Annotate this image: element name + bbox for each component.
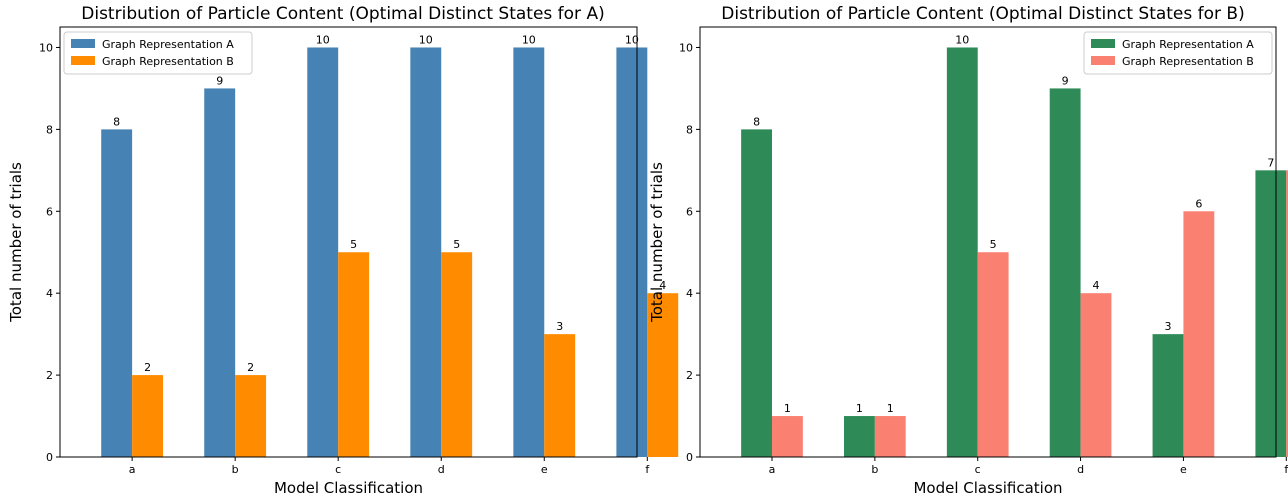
x-tick-label: a — [769, 463, 776, 476]
y-axis-label: Total number of trials — [7, 162, 25, 323]
data-label: 10 — [955, 33, 969, 46]
x-tick-label: e — [541, 463, 548, 476]
bar-graph-representation-b-d — [441, 252, 473, 457]
plot-frame — [59, 26, 638, 458]
y-tick-label: 8 — [46, 123, 53, 136]
legend: Graph Representation A Graph Representati… — [63, 31, 253, 75]
x-tick-label: d — [438, 463, 445, 476]
data-label: 6 — [1195, 197, 1202, 210]
bar-graph-representation-b-d — [1080, 293, 1112, 457]
data-label: 1 — [887, 402, 894, 415]
data-label: 10 — [419, 33, 433, 46]
x-tick-label: c — [975, 463, 981, 476]
x-tick-label: f — [1284, 463, 1288, 476]
x-tick-label: a — [129, 463, 136, 476]
data-label: 10 — [522, 33, 536, 46]
bar-graph-representation-a-b — [844, 416, 875, 457]
data-label: 5 — [453, 238, 460, 251]
data-label: 9 — [216, 74, 223, 87]
legend-box — [63, 31, 253, 75]
data-label: 1 — [856, 402, 863, 415]
x-tick-label: e — [1180, 463, 1187, 476]
legend-entry: Graph Representation B — [102, 55, 234, 68]
data-label: 5 — [990, 238, 997, 251]
data-label: 9 — [1062, 74, 1069, 87]
data-label: 10 — [316, 33, 330, 46]
y-tick-label: 2 — [686, 369, 693, 382]
bar-graph-representation-b-c — [977, 252, 1009, 457]
y-tick-label: 8 — [686, 123, 693, 136]
data-label: 1 — [784, 402, 791, 415]
y-axis-label: Total number of trials — [648, 162, 666, 323]
bar-graph-representation-b-c — [338, 252, 370, 457]
bar-graph-representation-b-e — [1183, 211, 1215, 457]
data-label: 5 — [350, 238, 357, 251]
x-tick-label: c — [335, 463, 341, 476]
x-tick-label: f — [645, 463, 650, 476]
bar-graph-representation-a-d — [410, 47, 442, 457]
data-label: 8 — [753, 115, 760, 128]
data-label: 4 — [659, 279, 666, 292]
y-tick-label: 10 — [679, 41, 693, 54]
chart-panel-1: Distribution of Particle Content (Optima… — [7, 4, 679, 497]
bar-graph-representation-a-c — [946, 47, 978, 457]
y-tick-label: 10 — [39, 41, 53, 54]
x-axis-label: Model Classification — [913, 479, 1062, 497]
data-label: 4 — [1093, 279, 1100, 292]
bar-graph-representation-b-a — [132, 375, 164, 457]
legend-entry: Graph Representation B — [1122, 55, 1254, 68]
y-tick-label: 0 — [686, 451, 693, 464]
legend-swatch — [1091, 39, 1115, 48]
y-tick-label: 6 — [46, 205, 53, 218]
legend-swatch — [71, 56, 95, 65]
legend-entry: Graph Representation A — [102, 38, 234, 51]
legend-swatch — [1091, 56, 1115, 65]
bar-graph-representation-a-c — [307, 47, 339, 457]
bar-graph-representation-a-d — [1049, 88, 1081, 457]
y-tick-label: 0 — [46, 451, 53, 464]
bar-graph-representation-b-b — [874, 416, 906, 457]
bar-graph-representation-a-b — [204, 88, 236, 457]
bar-graph-representation-b-a — [772, 416, 803, 457]
plot-frame — [699, 26, 1277, 458]
x-tick-label: b — [871, 463, 878, 476]
y-tick-label: 4 — [686, 287, 693, 300]
bar-graph-representation-b-f — [1286, 170, 1288, 458]
y-tick-label: 4 — [46, 287, 53, 300]
x-tick-label: d — [1077, 463, 1084, 476]
legend-entry: Graph Representation A — [1122, 38, 1254, 51]
legend-swatch — [71, 39, 95, 48]
bar-graph-representation-a-f — [1255, 170, 1287, 458]
data-label: 10 — [625, 33, 639, 46]
bar-graph-representation-a-e — [513, 47, 545, 457]
data-label: 3 — [1165, 320, 1172, 333]
data-label: 3 — [556, 320, 563, 333]
bar-graph-representation-a-f — [616, 47, 648, 457]
x-axis-label: Model Classification — [274, 479, 423, 497]
data-label: 2 — [247, 361, 254, 374]
bar-graph-representation-a-a — [741, 129, 772, 457]
y-tick-label: 2 — [46, 369, 53, 382]
x-tick-label: b — [232, 463, 239, 476]
bar-graph-representation-a-e — [1152, 334, 1184, 457]
y-tick-label: 6 — [686, 205, 693, 218]
bar-graph-representation-a-a — [101, 129, 133, 457]
bar-graph-representation-b-e — [544, 334, 576, 457]
legend: Graph Representation A Graph Representati… — [1083, 31, 1273, 75]
data-label: 7 — [1267, 156, 1274, 169]
data-label: 8 — [113, 115, 120, 128]
bar-graph-representation-b-b — [235, 375, 267, 457]
chart-title: Distribution of Particle Content (Optima… — [81, 4, 604, 24]
chart-panel-2: Distribution of Particle Content (Optima… — [648, 4, 1288, 497]
chart-title: Distribution of Particle Content (Optima… — [721, 4, 1244, 24]
legend-box — [1083, 31, 1273, 75]
data-label: 2 — [144, 361, 151, 374]
bar-graph-representation-b-f — [647, 293, 679, 457]
